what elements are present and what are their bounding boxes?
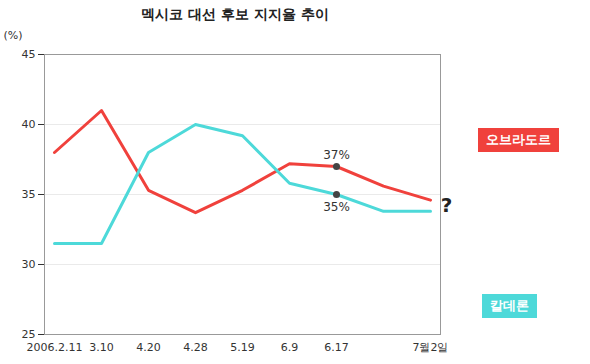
svg-text:7월2일: 7월2일 (413, 341, 449, 354)
svg-text:?: ? (441, 193, 453, 217)
svg-text:35%: 35% (323, 200, 350, 214)
html-text:칼데론: 칼데론 (490, 298, 529, 313)
svg-text:4.28: 4.28 (183, 341, 208, 354)
svg-text:45: 45 (22, 48, 36, 61)
svg-text:30: 30 (22, 258, 36, 271)
html-text:멕시코 대선 후보 지지율 추이: 멕시코 대선 후보 지지율 추이 (141, 6, 329, 22)
svg-text:6.17: 6.17 (324, 341, 349, 354)
svg-text:3.10: 3.10 (89, 341, 114, 354)
svg-text:6.9: 6.9 (281, 341, 299, 354)
svg-text:2006.2.11: 2006.2.11 (27, 341, 83, 354)
svg-text:5.19: 5.19 (230, 341, 255, 354)
svg-text:35: 35 (22, 188, 36, 201)
svg-text:40: 40 (22, 118, 36, 131)
svg-text:37%: 37% (323, 148, 350, 162)
svg-text:25: 25 (22, 328, 36, 341)
svg-text:4.20: 4.20 (136, 341, 161, 354)
svg-text:(%): (%) (4, 29, 23, 42)
html-text:오브라도르: 오브라도르 (486, 132, 551, 147)
